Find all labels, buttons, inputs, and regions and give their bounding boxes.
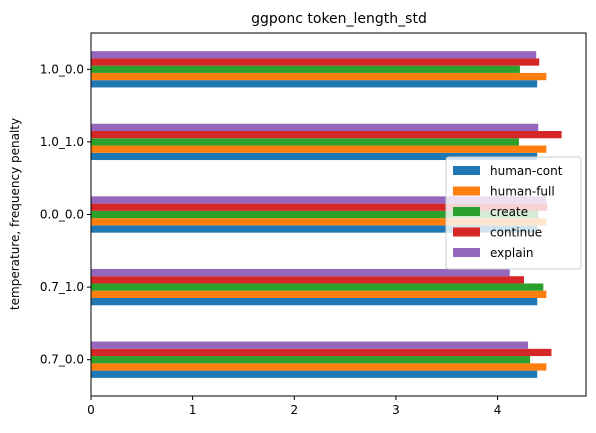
bar-human-full-0.7_1.0 [91,290,547,298]
x-tick-label: 4 [494,403,502,417]
bar-human-full-0.0_0.0 [91,218,547,226]
legend-box [445,156,582,270]
bar-create-1.0_0.0 [91,65,520,73]
x-axis: 0 1 2 3 4 [87,396,501,417]
y-tick-label: 0.7_0.0 [40,353,84,367]
y-tick-label: 1.0_0.0 [40,62,84,76]
bar-human-cont-0.0_0.0 [91,225,538,233]
legend-swatch-human-cont [453,166,480,175]
bars-group [91,51,562,378]
legend-swatch-explain [453,248,480,257]
x-tick-label: 1 [189,403,197,417]
bar-human-cont-0.7_1.0 [91,297,538,306]
legend-swatch-human-full [453,186,480,196]
bar-explain-0.7_1.0 [91,268,510,277]
bar-human-full-0.7_0.0 [91,363,547,371]
bar-continue-0.7_1.0 [91,276,524,284]
bar-human-cont-1.0_0.0 [91,80,538,88]
bar-continue-1.0_0.0 [91,58,540,66]
plot-frame [90,32,587,397]
x-tick-label: 0 [87,403,95,417]
bar-human-cont-0.7_0.0 [91,370,538,378]
y-tick-label: 1.0_1.0 [40,135,84,149]
y-axis-title: temperature, frequency penalty [8,118,22,310]
y-tick-label: 0.7_1.0 [40,280,84,294]
bar-create-0.0_0.0 [91,210,539,219]
bar-human-full-1.0_1.0 [91,145,547,153]
bar-explain-1.0_1.0 [91,123,539,132]
bar-explain-0.7_0.0 [91,341,529,349]
x-tick-label: 2 [290,403,298,417]
bar-continue-0.0_0.0 [91,203,548,211]
legend-label-human-full: human-full [490,185,555,199]
bar-continue-0.7_0.0 [91,348,552,357]
bar-create-0.7_0.0 [91,356,531,364]
bar-create-1.0_1.0 [91,138,519,146]
bar-explain-1.0_0.0 [91,51,537,59]
y-axis: 0.7_0.0 0.7_1.0 0.0_0.0 1.0_1.0 1.0_0.0 [40,62,91,367]
legend-swatch-continue [453,227,480,237]
bar-explain-0.0_0.0 [91,196,547,204]
chart-title: ggponc token_length_std [251,11,427,27]
bar-human-full-1.0_0.0 [91,72,547,81]
bar-continue-1.0_1.0 [91,131,562,139]
bar-human-cont-1.0_1.0 [91,152,538,161]
legend-label-continue: continue [490,226,542,240]
legend: human-cont human-full create continue explai… [445,156,582,270]
y-tick-label: 0.0_0.0 [40,208,84,222]
legend-label-human-cont: human-cont [490,164,563,178]
legend-swatch-create [453,207,480,216]
x-tick-label: 3 [392,403,400,417]
legend-label-explain: explain [490,246,534,260]
bar-create-0.7_1.0 [91,283,544,291]
legend-label-create: create [490,205,528,219]
